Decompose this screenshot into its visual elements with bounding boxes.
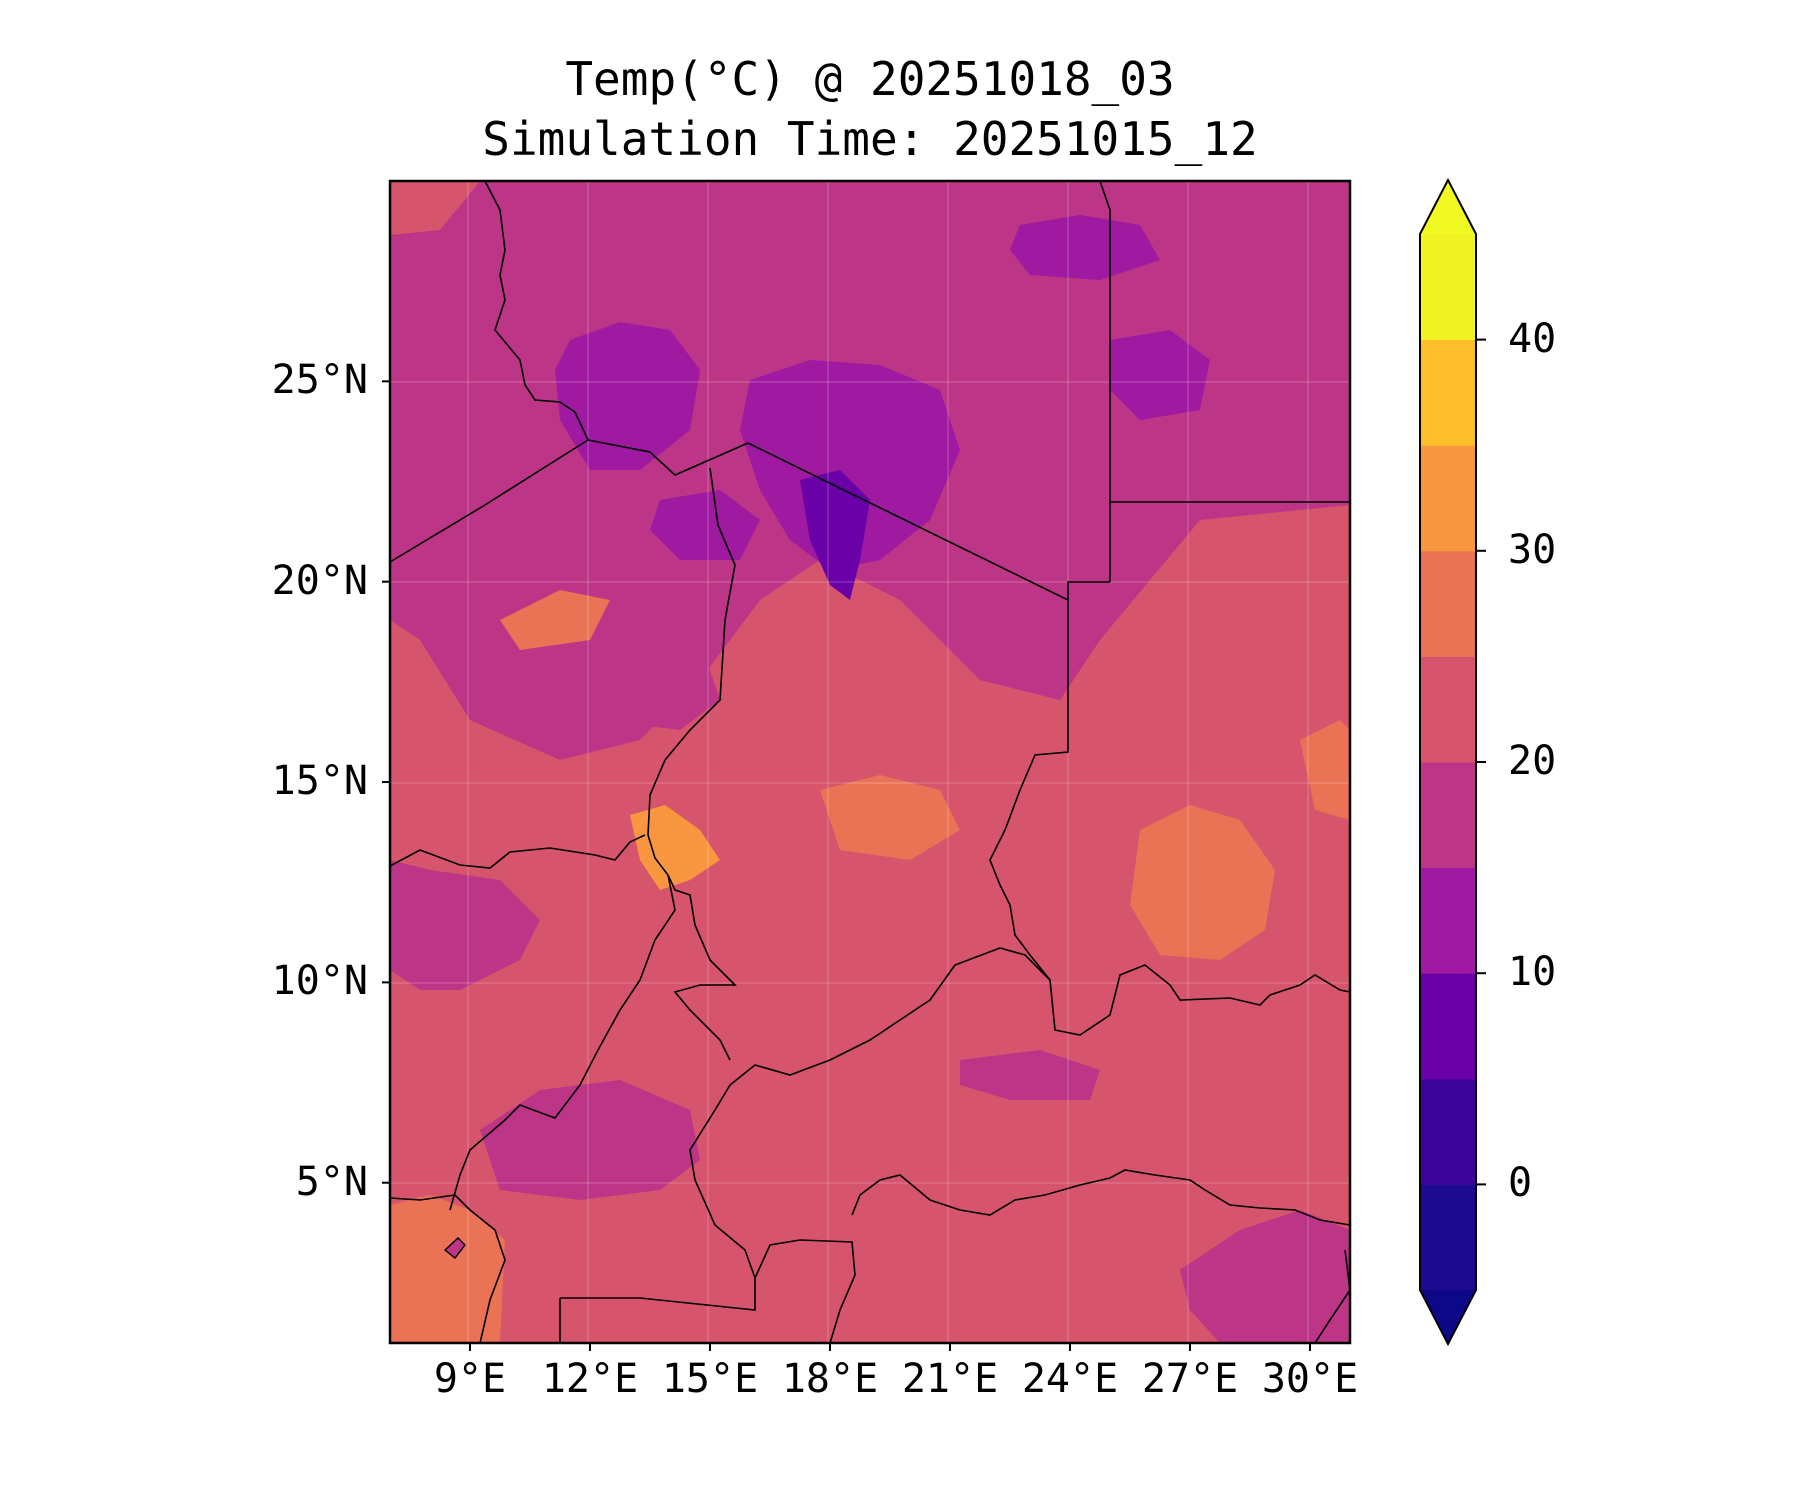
colorbar-segment [1420, 234, 1476, 341]
lon-tick-label: 9°E [433, 1356, 507, 1402]
border-drc-east [1314, 1249, 1350, 1343]
border-libya-sudan [1067, 581, 1110, 600]
field-region-warm-sudan-east [1300, 720, 1350, 820]
colorbar-tick-label: 0 [1508, 1160, 1533, 1207]
border-nigeria-coast [390, 1194, 506, 1343]
lon-tick-label: 12°E [541, 1356, 639, 1402]
lon-tick-label: 27°E [1141, 1356, 1239, 1402]
border-libya-chad [747, 442, 1069, 601]
border-nigeria-cameroon [449, 874, 676, 1211]
border-libya-egypt [1099, 181, 1111, 582]
lat-tick-label: 15°N [271, 758, 368, 805]
colorbar-over-extension [1420, 180, 1476, 234]
lat-tick-label: 10°N [271, 958, 368, 1005]
lat-tick-label: 5°N [295, 1158, 368, 1205]
border-algeria-libya [484, 181, 589, 441]
axis-tickmarks [382, 380, 1311, 1351]
field-region-warm-niger-strip [500, 590, 610, 650]
colorbar-segment [1420, 550, 1476, 657]
border-niger-libya [587, 439, 749, 476]
border-niger-chad [647, 467, 736, 836]
field-region-warm-westcoast [390, 1195, 505, 1343]
colorbar-tick-label: 30 [1508, 526, 1557, 573]
field-region-colder-egypt [1110, 330, 1210, 420]
colorbar-under-extension [1420, 1290, 1476, 1344]
lon-tick-label: 15°E [661, 1356, 759, 1402]
field-region-colder-libya [1010, 215, 1160, 280]
field-region-hot-lakechad [630, 805, 720, 890]
border-car-cameroon [689, 1084, 756, 1279]
field-region-colder-tassili [555, 322, 700, 470]
field-region-cool-drc [1180, 1210, 1350, 1343]
border-algeria-niger [390, 439, 589, 563]
field-region-coldest-tibesti [800, 470, 870, 600]
colorbar-segment [1420, 445, 1476, 552]
colorbar-tick-label: 10 [1508, 949, 1557, 996]
colorbar-segment [1420, 1184, 1476, 1291]
colorbar-segment [1420, 762, 1476, 869]
lon-tick-label: 18°E [781, 1356, 879, 1402]
map-title-line1: Temp(°C) @ 20251018_03 [565, 52, 1175, 106]
field-region-colder-tibesti [740, 360, 960, 570]
colorbar-tick-label: 40 [1508, 315, 1557, 362]
field-region-warm-darfur [1130, 805, 1275, 960]
colorbar-segment [1420, 973, 1476, 1080]
border-chad-sudan [989, 600, 1069, 981]
border-congo-car [754, 1239, 856, 1343]
colorbar-segment [1420, 867, 1476, 974]
colorbar [1419, 177, 1486, 1347]
field-region-cool-westsahel [570, 620, 720, 730]
bioko-island [443, 1237, 466, 1259]
border-car-drc [851, 1169, 1350, 1226]
temperature-field [390, 181, 1350, 1343]
colorbar-segment [1420, 339, 1476, 446]
field-region-colder-centralsahara [650, 490, 760, 560]
colorbar-segment [1420, 656, 1476, 763]
country-borders [390, 181, 1350, 1343]
colorbar-outline [1419, 177, 1477, 1347]
field-region-warm-chad [820, 775, 960, 860]
colorbar-tick-label: 20 [1508, 738, 1557, 784]
border-car-sudan [1049, 964, 1350, 1036]
lat-tick-label: 20°N [271, 557, 368, 604]
map-frame [388, 179, 1352, 1345]
border-niger-nigeria [390, 834, 646, 869]
field-region-cool-nigeria [390, 860, 540, 990]
lon-tick-label: 21°E [901, 1356, 999, 1402]
lat-tick-label: 25°N [271, 357, 368, 404]
border-cameroon-south [560, 1278, 756, 1311]
map-title-line2: Simulation Time: 20251015_12 [482, 112, 1258, 166]
field-region-cool-car [960, 1050, 1100, 1100]
colorbar-segment [1420, 1078, 1476, 1185]
map-gridlines [390, 181, 1350, 1343]
lon-tick-label: 30°E [1261, 1356, 1359, 1402]
border-chad-car [729, 947, 1051, 1086]
lon-tick-label: 24°E [1021, 1356, 1119, 1402]
